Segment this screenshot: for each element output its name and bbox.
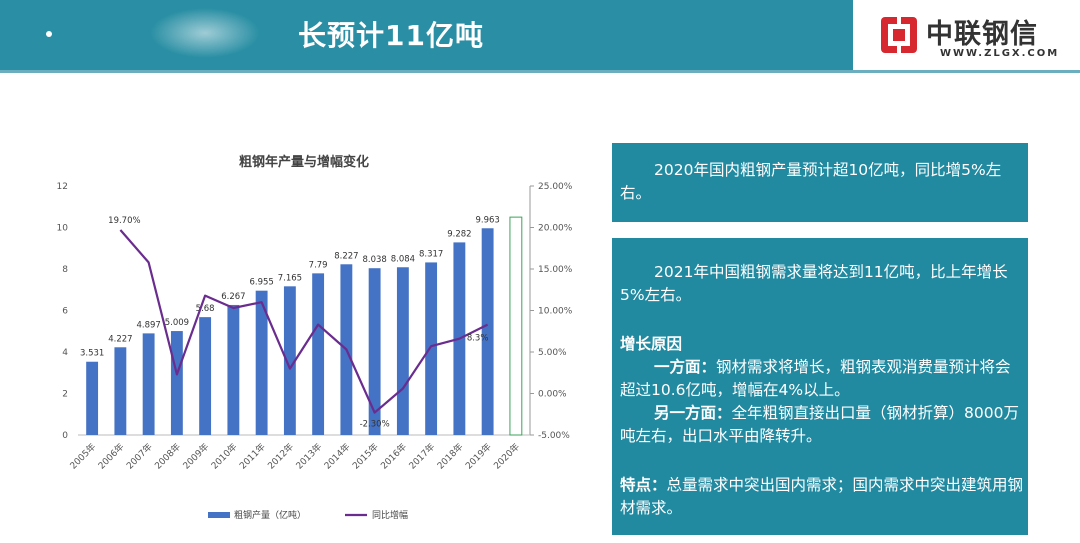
bar-2010年 bbox=[227, 304, 240, 435]
growth-line bbox=[119, 229, 489, 414]
logo-mark-icon bbox=[881, 17, 917, 53]
bar-2009年 bbox=[199, 317, 212, 435]
right-axis-tick: 15.00% bbox=[538, 265, 573, 275]
right-axis-tick: 10.00% bbox=[538, 307, 573, 317]
left-axis-tick: 12 bbox=[57, 182, 68, 192]
bar-label: 3.531 bbox=[80, 349, 104, 359]
chart-canvas: 粗钢年产量与增幅变化 0 2 4 6 8 10 12 -5.00% 0.00% 5.00% 10.00… bbox=[57, 154, 573, 521]
header-bar: 长预计11亿吨 bbox=[0, 0, 853, 70]
bullet-dot-icon bbox=[46, 31, 52, 37]
feature-text: 总量需求中突出国内需求；国内需求中突出建筑用钢材需求。 bbox=[620, 476, 1024, 517]
feature-head: 特点： bbox=[620, 476, 667, 494]
x-axis-tick: 2008年 bbox=[152, 441, 183, 472]
right-axis-tick: 5.00% bbox=[538, 348, 567, 358]
steel-output-chart: 粗钢年产量与增幅变化 0 2 4 6 8 10 12 -5.00% 0.00% 5.00% 10.00… bbox=[40, 140, 600, 540]
reason-one-text: 钢材需求将增长，粗钢表观消费量预计将会超过10.6亿吨，增幅在4%以上。 bbox=[620, 358, 1011, 399]
bar-label: 9.282 bbox=[447, 229, 471, 239]
bar-2013年 bbox=[312, 273, 325, 435]
bar-label: 6.267 bbox=[221, 292, 245, 302]
bar-2006年 bbox=[114, 347, 127, 435]
bar-2011年 bbox=[255, 290, 268, 435]
bar-2005年 bbox=[86, 361, 99, 435]
bar-label: 7.79 bbox=[309, 260, 328, 270]
feature: 特点：总量需求中突出国内需求；国内需求中突出建筑用钢材需求。 bbox=[620, 474, 1024, 520]
bar-label: 8.227 bbox=[334, 251, 358, 261]
bar-2015年 bbox=[368, 268, 381, 435]
left-axis-tick: 6 bbox=[62, 307, 68, 317]
x-axis-tick: 2013年 bbox=[293, 441, 324, 472]
line-label: 19.70% bbox=[108, 216, 140, 226]
right-axis-tick: 25.00% bbox=[538, 182, 573, 192]
forecast-2020-text: 2020年国内粗钢产量预计超10亿吨，同比增5%左右。 bbox=[620, 161, 1002, 202]
legend-swatch-bar bbox=[208, 512, 230, 518]
demand-2021-text: 2021年中国粗钢需求量将达到11亿吨，比上年增长5%左右。 bbox=[620, 263, 1008, 304]
bar-label: 9.963 bbox=[475, 215, 499, 225]
bar-2007年 bbox=[142, 333, 155, 435]
slide-title: 长预计11亿吨 bbox=[298, 19, 484, 52]
x-axis-tick: 2010年 bbox=[208, 441, 239, 472]
bar-2012年 bbox=[283, 286, 296, 435]
demand-2021-panel: 2021年中国粗钢需求量将达到11亿吨，比上年增长5%左右。 增长原因 一方面：… bbox=[612, 238, 1028, 535]
x-axis-tick: 2014年 bbox=[321, 441, 352, 472]
reason-one-head: 一方面： bbox=[654, 358, 717, 376]
x-axis-tick: 2017年 bbox=[406, 441, 437, 472]
left-axis-tick: 2 bbox=[62, 390, 68, 400]
bar-label: 6.955 bbox=[249, 278, 273, 288]
bar-2017年 bbox=[425, 262, 438, 435]
reason-heading: 增长原因 bbox=[620, 335, 683, 353]
left-axis-tick: 0 bbox=[62, 431, 68, 441]
reason-two-head: 另一方面： bbox=[654, 404, 732, 422]
bar-label: 5.009 bbox=[165, 318, 189, 328]
bar-label: 4.897 bbox=[136, 320, 160, 330]
logo-url: WWW.ZLGX.COM bbox=[940, 48, 1060, 59]
left-axis-tick: 4 bbox=[62, 348, 68, 358]
header-glow bbox=[150, 8, 260, 58]
line-label: -2.30% bbox=[360, 420, 390, 430]
bar-2016年 bbox=[396, 267, 409, 435]
x-axis-tick: 2005年 bbox=[67, 441, 98, 472]
x-axis-tick: 2019年 bbox=[463, 441, 494, 472]
forecast-bar-outline bbox=[509, 216, 523, 436]
x-axis-tick: 2020年 bbox=[491, 441, 522, 472]
bar-label: 7.165 bbox=[278, 273, 302, 283]
line-label: 8.3% bbox=[467, 334, 489, 344]
bar-label: 5.68 bbox=[196, 304, 215, 314]
right-axis-tick: -5.00% bbox=[538, 431, 570, 441]
x-axis-tick: 2018年 bbox=[434, 441, 465, 472]
logo-name: 中联钢信 bbox=[926, 19, 1038, 50]
reason-two: 另一方面：全年粗钢直接出口量（钢材折算）8000万吨左右，出口水平由降转升。 bbox=[620, 402, 1024, 448]
x-axis-tick: 2012年 bbox=[265, 441, 296, 472]
company-logo: 中联钢信 WWW.ZLGX.COM bbox=[880, 12, 1070, 64]
x-axis-tick: 2016年 bbox=[378, 441, 409, 472]
left-axis-tick: 10 bbox=[57, 224, 69, 234]
x-axis-tick: 2009年 bbox=[180, 441, 211, 472]
bar-2008年 bbox=[170, 331, 183, 435]
reason-one: 一方面：钢材需求将增长，粗钢表观消费量预计将会超过10.6亿吨，增幅在4%以上。 bbox=[620, 356, 1024, 402]
bar-label: 4.227 bbox=[108, 334, 132, 344]
reason-two-text: 全年粗钢直接出口量（钢材折算）8000万吨左右，出口水平由降转升。 bbox=[620, 404, 1019, 445]
bar-label: 8.084 bbox=[391, 254, 415, 264]
legend-label-line: 同比增幅 bbox=[372, 509, 408, 521]
header-divider bbox=[0, 70, 1080, 73]
x-axis-tick: 2011年 bbox=[237, 441, 268, 472]
left-axis-tick: 8 bbox=[62, 265, 68, 275]
chart-title: 粗钢年产量与增幅变化 bbox=[239, 154, 369, 170]
right-axis-tick: 0.00% bbox=[538, 390, 567, 400]
x-axis-tick: 2006年 bbox=[95, 441, 126, 472]
bar-label: 8.317 bbox=[419, 249, 443, 259]
legend-label-bar: 粗钢产量（亿吨） bbox=[234, 509, 306, 521]
x-axis-tick: 2015年 bbox=[350, 441, 381, 472]
bar-label: 8.038 bbox=[362, 255, 386, 265]
forecast-2020-panel: 2020年国内粗钢产量预计超10亿吨，同比增5%左右。 bbox=[612, 143, 1028, 222]
right-axis-tick: 20.00% bbox=[538, 224, 573, 234]
x-axis-tick: 2007年 bbox=[124, 441, 155, 472]
bar-2019年 bbox=[481, 228, 494, 435]
